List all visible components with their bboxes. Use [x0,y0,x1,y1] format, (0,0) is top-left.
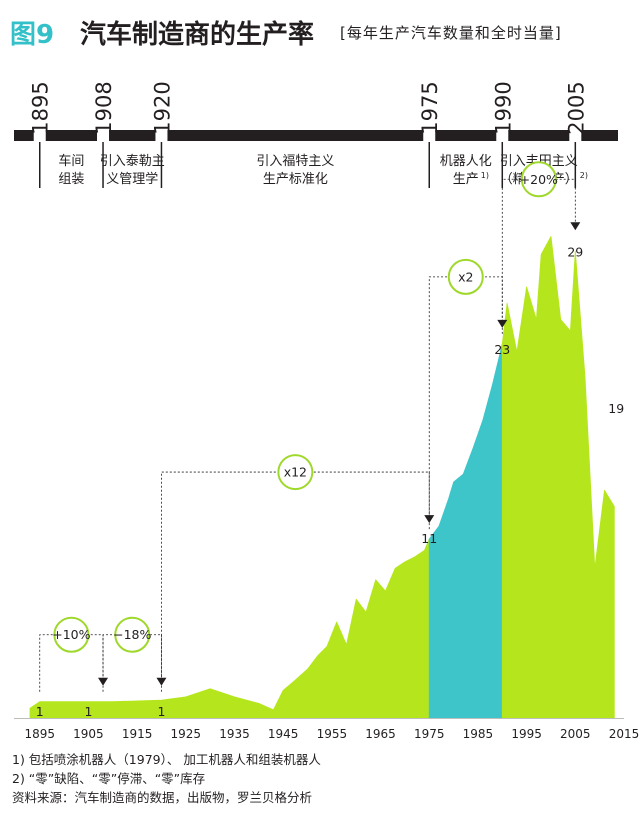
area-series [29,236,615,719]
timeline-year-label: 1908 [92,81,116,134]
x-tick-label: 1965 [365,727,396,741]
data-label: 23 [494,342,510,357]
x-tick-label: 1975 [414,727,445,741]
timeline-year-label: 1990 [491,81,515,134]
area-series-2 [428,343,503,719]
x-tick-label: 1905 [73,727,104,741]
annotation-circle [277,454,314,491]
timeline-year-gap [496,78,509,150]
x-tick-label: 1925 [171,727,202,741]
phase-note: 2) [580,171,588,180]
arrow-marker [424,515,435,524]
figure-number: 图9 [10,20,55,50]
annotation-label: x12 [284,465,307,480]
data-label: 1 [36,704,44,719]
annotation-label: x2 [458,269,473,284]
phase-label: 引入福特主义 [256,154,334,169]
data-label: 1 [157,704,165,719]
data-label: 11 [421,531,437,546]
phase-label: 车间 [58,153,84,169]
phase-label: 义管理学 [106,171,158,187]
annotation-label: +10% [52,627,90,642]
phase-label: 机器人化 [440,154,492,169]
timeline-year-label: 1895 [29,81,53,134]
data-label: 1 [84,704,92,719]
x-tick-label: 2015 [609,727,640,741]
x-tick-label: 1915 [122,727,153,741]
timeline-year-gap [33,78,46,150]
timeline-year-gap [155,78,168,150]
figure-title: 汽车制造商的生产率 [80,20,315,50]
timeline-year-gap [97,78,110,150]
annotation-label: +20% [520,172,558,187]
annotation-bracket [501,178,576,334]
annotation-bracket [102,634,162,692]
annotation-label: −18% [113,627,151,642]
timeline-year-gap [423,78,436,150]
timeline-year-label: 2005 [564,81,588,134]
area-series-3 [501,236,615,719]
timeline-year-label: 1920 [150,81,174,134]
phase-note: 1) [481,171,489,180]
timeline-year-gap [569,78,582,150]
figure-subtitle: [每年生产汽车数量和全时当量] [340,24,562,42]
x-tick-label: 1985 [463,727,494,741]
phase-label: 生产 [453,172,479,187]
annotation-circle [114,616,151,653]
phase-label: 生产标准化 [263,172,328,187]
timeline-bar [14,130,618,141]
x-tick-label: 1955 [317,727,348,741]
area-series-1 [29,538,430,719]
annotation-circle [53,616,90,653]
annotation-circle [520,161,557,198]
timeline-year-label: 1975 [418,81,442,134]
data-label: 19 [608,401,624,416]
footnote-1: 1) 包括喷涂机器人（1979）、 加工机器人和组装机器人 [12,752,321,767]
x-tick-label: 1945 [268,727,299,741]
footnotes: 1) 包括喷涂机器人（1979）、 加工机器人和组装机器人 2) “零”缺陷、“… [12,750,632,807]
x-tick-label: 2005 [560,727,591,741]
footnote-2: 2) “零”缺陷、“零”停滞、“零”库存 [12,771,206,786]
source-note: 资料来源：汽车制造商的数据，出版物，罗兰贝格分析 [12,790,313,805]
annotations: +10% −18% x12 x2 +20% [39,161,581,692]
annotation-circle [447,258,484,295]
x-tick-label: 1995 [511,727,542,741]
x-tick-label: 1895 [24,727,55,741]
phase-label: 组装 [58,172,84,187]
phase-label: 引入泰勒主 [100,154,165,169]
data-label: 29 [567,244,583,259]
figure-header: 图9 汽车制造商的生产率 [每年生产汽车数量和全时当量] [0,0,640,60]
arrow-marker [570,222,581,231]
x-axis: 1895 1905 1915 1925 1935 1945 1955 1965 1975 1985… [14,718,640,741]
x-tick-label: 1935 [219,727,250,741]
